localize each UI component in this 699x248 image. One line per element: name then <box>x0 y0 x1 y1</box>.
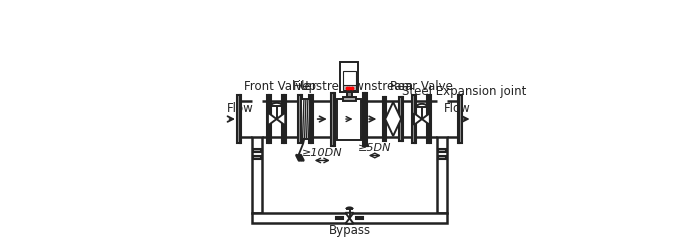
Bar <box>427 95 429 143</box>
Bar <box>282 95 284 143</box>
Text: Rear Valve: Rear Valve <box>391 80 454 93</box>
Bar <box>252 137 262 213</box>
Bar <box>237 95 240 143</box>
Bar <box>343 97 356 101</box>
Bar <box>311 95 312 143</box>
Bar <box>458 95 459 143</box>
Bar <box>399 97 402 141</box>
Text: ≥5DN: ≥5DN <box>358 143 391 153</box>
Bar <box>252 213 447 223</box>
Polygon shape <box>345 218 354 224</box>
Text: Filer: Filer <box>293 80 318 93</box>
Text: Downstream: Downstream <box>339 80 415 93</box>
Text: Flow: Flow <box>444 102 470 115</box>
Bar <box>240 95 241 143</box>
Polygon shape <box>385 102 401 136</box>
Polygon shape <box>414 113 422 125</box>
Bar <box>338 98 361 140</box>
Bar <box>301 95 302 143</box>
Bar <box>412 95 415 143</box>
Bar <box>301 99 310 139</box>
Bar <box>438 156 447 159</box>
Polygon shape <box>345 213 354 218</box>
Bar <box>356 217 363 219</box>
Text: Steel Expansion joint: Steel Expansion joint <box>402 85 526 98</box>
Bar <box>343 85 356 90</box>
Bar <box>298 95 301 143</box>
Bar <box>333 93 336 146</box>
Bar <box>331 93 334 146</box>
Bar <box>437 137 447 213</box>
Bar <box>269 95 271 143</box>
Text: Front Valve: Front Valve <box>244 80 310 93</box>
Bar <box>365 93 367 146</box>
Polygon shape <box>422 113 430 125</box>
Bar <box>340 62 358 92</box>
Text: ≥10DN: ≥10DN <box>302 148 343 158</box>
Bar <box>459 95 462 143</box>
Bar <box>252 156 261 159</box>
Text: Bypass: Bypass <box>329 224 370 237</box>
Bar <box>252 149 261 152</box>
Bar <box>385 97 387 141</box>
Bar <box>343 71 356 86</box>
Polygon shape <box>268 113 277 125</box>
Bar <box>284 95 286 143</box>
Bar <box>309 95 311 143</box>
Bar <box>267 95 269 143</box>
Bar <box>415 95 416 143</box>
Bar <box>336 217 343 219</box>
Bar <box>430 95 431 143</box>
Text: Upstream: Upstream <box>300 80 357 93</box>
Bar <box>382 97 385 141</box>
Bar <box>438 149 447 152</box>
Text: Flow: Flow <box>226 102 254 115</box>
Bar <box>363 93 365 146</box>
Bar <box>402 97 403 141</box>
Bar <box>347 92 352 97</box>
Polygon shape <box>277 113 285 125</box>
